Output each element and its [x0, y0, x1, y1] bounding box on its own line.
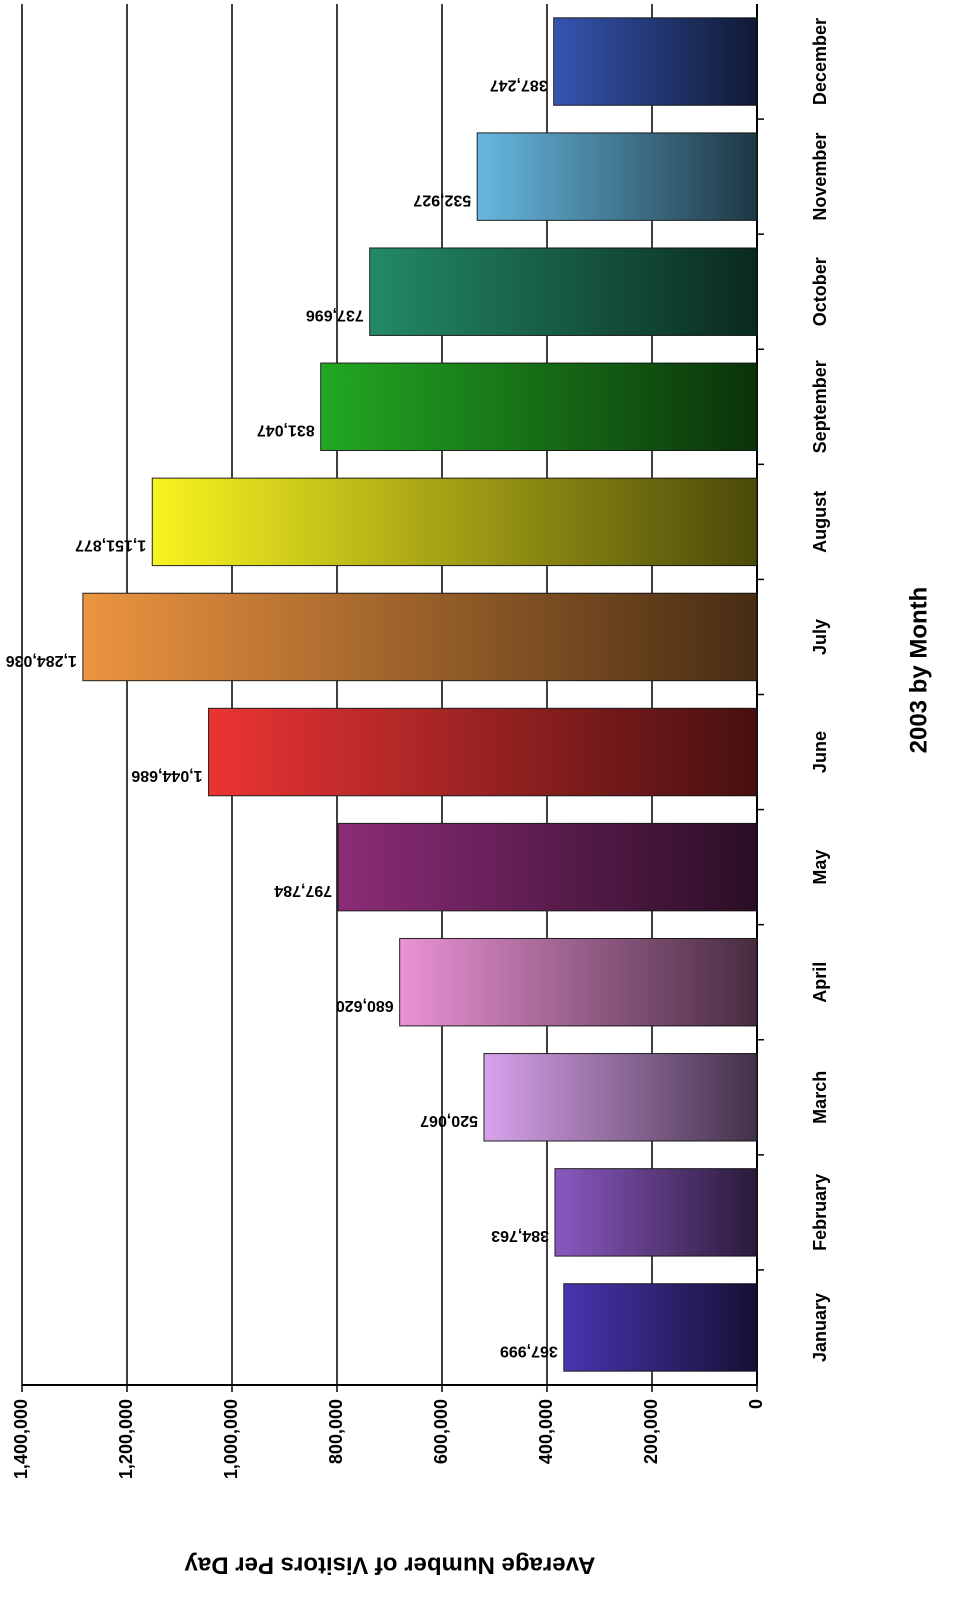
value-label: 1,044,686 — [131, 767, 202, 784]
value-label: 1,151,877 — [75, 537, 146, 554]
x-tick-label: February — [810, 1174, 830, 1251]
x-tick-label: November — [810, 133, 830, 221]
bar-shade — [399, 938, 757, 1026]
bar-shade — [208, 708, 757, 796]
value-label: 797,784 — [274, 882, 332, 899]
y-tick-label: 400,000 — [536, 1399, 556, 1464]
value-label: 831,047 — [257, 422, 315, 439]
x-tick-label: April — [810, 962, 830, 1003]
y-tick-label: 1,000,000 — [221, 1399, 241, 1479]
y-axis-title: Average Number of Visitors Per Day — [184, 1552, 595, 1579]
value-label: 680,620 — [336, 997, 394, 1014]
x-tick-label: October — [810, 257, 830, 326]
bar-shade — [553, 17, 757, 106]
value-label: 520,067 — [420, 1112, 478, 1129]
y-tick-label: 200,000 — [641, 1399, 661, 1464]
bar-shade — [338, 823, 757, 911]
bar-shade — [320, 363, 757, 451]
y-tick-label: 0 — [746, 1399, 766, 1409]
y-tick-label: 1,200,000 — [116, 1399, 136, 1479]
x-tick-label: June — [810, 731, 830, 773]
value-label: 387,247 — [490, 76, 548, 93]
value-label: 532,927 — [413, 191, 471, 208]
x-tick-label: March — [810, 1071, 830, 1124]
value-label: 1,284,036 — [6, 652, 77, 669]
x-tick-label: January — [810, 1293, 830, 1362]
bar-shade — [82, 593, 757, 681]
x-axis-title: 2003 by Month — [905, 587, 932, 754]
value-label: 367,999 — [500, 1342, 558, 1359]
value-label: 384,763 — [491, 1227, 549, 1244]
bar-shade — [483, 1053, 757, 1142]
bar-shade — [554, 1168, 758, 1257]
y-tick-label: 800,000 — [326, 1399, 346, 1464]
y-tick-label: 600,000 — [431, 1399, 451, 1464]
bar-shade — [369, 247, 757, 336]
y-tick-label: 1,400,000 — [11, 1399, 31, 1479]
x-tick-label: September — [810, 360, 830, 453]
x-tick-label: May — [810, 850, 830, 885]
x-tick-label: December — [810, 18, 830, 105]
plot-group: 2003 by Month Average Number of Visitors… — [6, 4, 932, 1579]
x-tick-label: August — [810, 491, 830, 553]
bar-shade — [563, 1283, 758, 1372]
bar-shade — [477, 132, 757, 221]
value-label: 737,696 — [306, 306, 364, 323]
bar-shade — [152, 478, 757, 566]
x-tick-label: July — [810, 619, 830, 655]
